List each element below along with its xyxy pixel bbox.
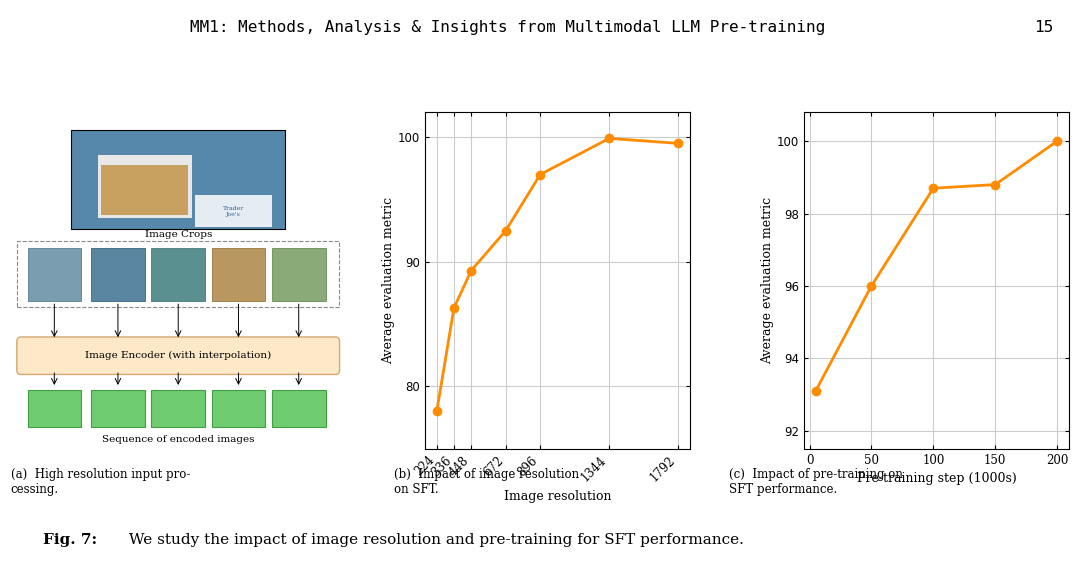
FancyBboxPatch shape [272, 249, 325, 301]
Text: Fig. 7:: Fig. 7: [43, 533, 97, 547]
FancyBboxPatch shape [102, 165, 188, 215]
Text: Image Crops: Image Crops [145, 229, 212, 238]
FancyBboxPatch shape [91, 390, 145, 427]
Y-axis label: Average evaluation metric: Average evaluation metric [381, 197, 395, 364]
Text: (c)  Impact of pre-training on
SFT performance.: (c) Impact of pre-training on SFT perfor… [729, 468, 903, 496]
Text: Trader
Joe's: Trader Joe's [222, 206, 244, 217]
Text: Sequence of encoded images: Sequence of encoded images [102, 435, 255, 444]
FancyBboxPatch shape [151, 390, 205, 427]
Text: (b)  Impact of image resolution
on SFT.: (b) Impact of image resolution on SFT. [394, 468, 579, 496]
Text: Image Encoder (with interpolation): Image Encoder (with interpolation) [85, 351, 271, 360]
FancyBboxPatch shape [151, 249, 205, 301]
FancyBboxPatch shape [98, 155, 191, 218]
X-axis label: Image resolution: Image resolution [503, 490, 611, 503]
Text: (a)  High resolution input pro-
cessing.: (a) High resolution input pro- cessing. [11, 468, 190, 496]
Y-axis label: Average evaluation metric: Average evaluation metric [760, 197, 773, 364]
Text: 15: 15 [1034, 20, 1053, 35]
Text: We study the impact of image resolution and pre-training for SFT performance.: We study the impact of image resolution … [124, 533, 744, 547]
FancyBboxPatch shape [17, 337, 339, 374]
X-axis label: Pre-training step (1000s): Pre-training step (1000s) [856, 472, 1016, 485]
Text: MM1: Methods, Analysis & Insights from Multimodal LLM Pre-training: MM1: Methods, Analysis & Insights from M… [190, 20, 825, 35]
FancyBboxPatch shape [28, 390, 81, 427]
FancyBboxPatch shape [91, 249, 145, 301]
FancyBboxPatch shape [71, 130, 285, 229]
FancyBboxPatch shape [28, 249, 81, 301]
FancyBboxPatch shape [212, 249, 266, 301]
FancyBboxPatch shape [272, 390, 325, 427]
FancyBboxPatch shape [195, 195, 272, 227]
FancyBboxPatch shape [212, 390, 266, 427]
